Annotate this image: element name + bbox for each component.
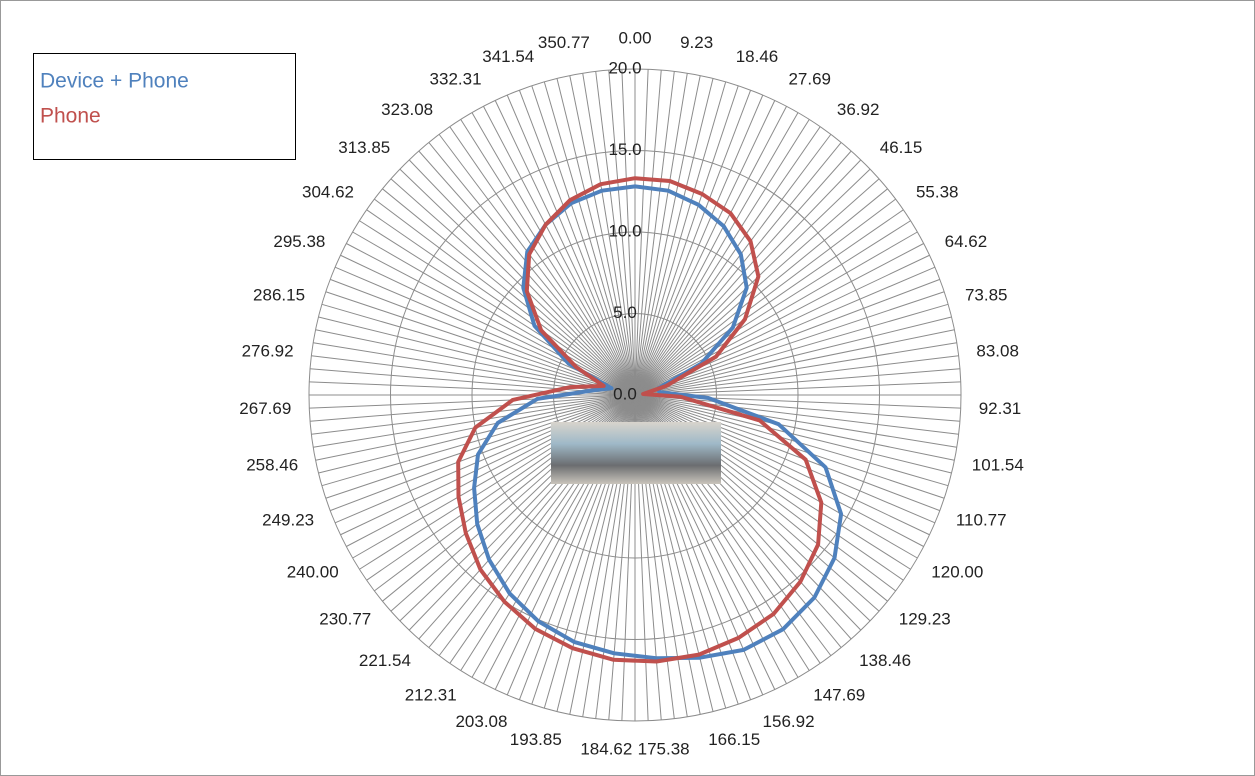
category-label: 350.77 [538, 33, 590, 52]
r-tick-label: 0.0 [613, 384, 637, 403]
category-label: 193.85 [510, 730, 562, 749]
r-tick-label: 20.0 [608, 58, 641, 77]
category-label: 341.54 [482, 47, 534, 66]
category-label: 92.31 [979, 399, 1022, 418]
category-label: 184.62 [580, 739, 632, 758]
phone-photo [551, 422, 721, 484]
category-label: 9.23 [680, 33, 713, 52]
category-label: 304.62 [302, 182, 354, 201]
category-label: 166.15 [708, 730, 760, 749]
category-label: 203.08 [455, 712, 507, 731]
legend: Device + Phone Phone [34, 54, 296, 160]
category-label: 83.08 [976, 342, 1019, 361]
category-label: 175.38 [638, 739, 690, 758]
category-label: 221.54 [359, 651, 411, 670]
category-label: 240.00 [287, 562, 339, 581]
category-label: 258.46 [246, 456, 298, 475]
category-label: 110.77 [956, 511, 1007, 530]
category-label: 323.08 [381, 100, 433, 119]
r-tick-label: 5.0 [613, 303, 637, 322]
category-label: 156.92 [763, 712, 815, 731]
category-label: 276.92 [242, 342, 294, 361]
category-label: 212.31 [405, 685, 457, 704]
category-label: 0.00 [618, 28, 651, 47]
legend-label: Phone [40, 105, 101, 128]
page: {"chart_data": {"type": "radar", "catego… [0, 0, 1255, 776]
chart: 0.0 5.0 10.0 15.0 20.0 0.00 9.23 18.46 27.69 36.9… [0, 0, 1255, 776]
category-label: 55.38 [916, 182, 959, 201]
category-label: 18.46 [736, 47, 779, 66]
r-tick-label: 10.0 [608, 221, 641, 240]
legend-label: Device + Phone [40, 70, 189, 93]
category-label: 27.69 [788, 69, 831, 88]
category-label: 249.23 [262, 511, 314, 530]
category-label: 36.92 [837, 100, 880, 119]
category-label: 313.85 [338, 138, 390, 157]
category-label: 120.00 [931, 562, 983, 581]
category-label: 64.62 [945, 232, 988, 251]
category-label: 286.15 [253, 285, 305, 304]
category-label: 147.69 [813, 685, 865, 704]
category-label: 267.69 [239, 399, 291, 418]
category-label: 73.85 [965, 285, 1008, 304]
r-tick-label: 15.0 [608, 140, 641, 159]
category-label: 138.46 [859, 651, 911, 670]
category-label: 46.15 [880, 138, 923, 157]
category-label: 295.38 [273, 232, 325, 251]
category-label: 101.54 [972, 456, 1024, 475]
category-label: 332.31 [430, 69, 482, 88]
category-label: 230.77 [319, 610, 371, 629]
category-label: 129.23 [899, 610, 951, 629]
